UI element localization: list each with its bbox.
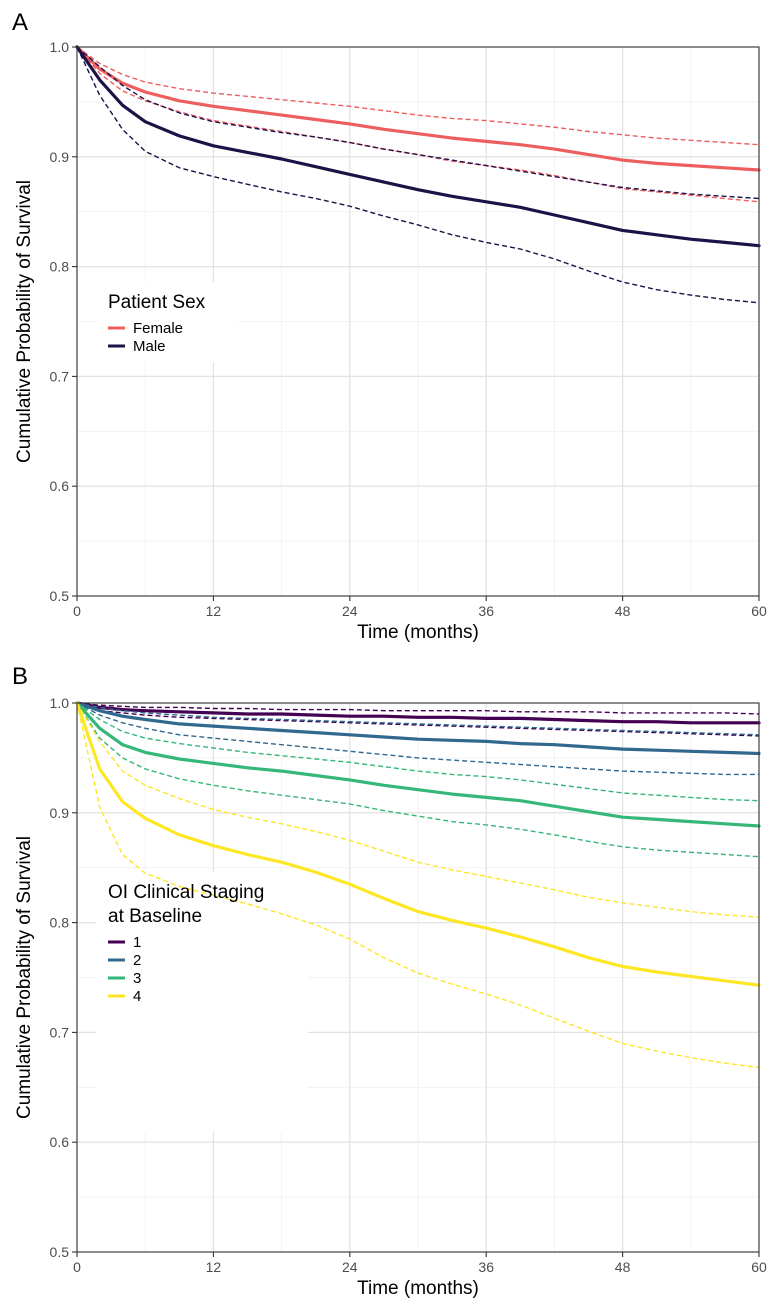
x-tick-label: 36 xyxy=(478,1259,494,1275)
axes: 0 12 24 36 48 60 0.5 0.6 0.7 0.8 0.9 1.0 xyxy=(50,39,767,619)
series-3-line xyxy=(75,701,761,828)
y-tick-label: 0.8 xyxy=(50,915,70,931)
series-male-ci-upper xyxy=(76,46,760,200)
x-tick-label: 48 xyxy=(615,603,631,619)
legend-title: Patient Sex xyxy=(108,292,206,313)
legend-title: OI Clinical Staging xyxy=(108,882,264,903)
y-tick-label: 0.7 xyxy=(50,1024,70,1040)
x-tick-label: 12 xyxy=(206,603,222,619)
x-axis-title: Time (months) xyxy=(357,622,479,643)
panel-label-b: B xyxy=(12,663,28,690)
legend-label-2: 2 xyxy=(133,952,141,969)
series-male-ci-lower xyxy=(76,46,760,304)
y-tick-label: 1.0 xyxy=(50,695,70,711)
legend-label-3: 3 xyxy=(133,970,141,987)
x-tick-label: 60 xyxy=(751,603,767,619)
series-lines xyxy=(75,45,761,304)
y-tick-label: 1.0 xyxy=(50,39,70,55)
series-3-ci-lower xyxy=(76,702,760,858)
x-tick-label: 60 xyxy=(751,1259,767,1275)
x-tick-label: 48 xyxy=(615,1259,631,1275)
y-axis-title: Cumulative Probability of Survival xyxy=(14,180,35,463)
y-tick-label: 0.5 xyxy=(50,588,70,604)
series-2-ci-lower xyxy=(76,702,759,776)
axes: 0 12 24 36 48 600.50.60.70.80.91.0 xyxy=(50,695,767,1275)
x-tick-label: 0 xyxy=(73,1259,81,1275)
y-tick-label: 0.7 xyxy=(50,368,70,384)
series-4-ci-lower xyxy=(76,702,760,1069)
series-4-ci-upper xyxy=(76,702,760,918)
legend-label-male: Male xyxy=(133,338,166,355)
series-2-ci-upper xyxy=(76,702,760,736)
panel-label-a: A xyxy=(12,9,28,36)
plot-frame xyxy=(76,702,760,1253)
y-tick-label: 0.9 xyxy=(50,149,70,165)
x-axis-title: Time (months) xyxy=(357,1278,479,1299)
y-tick-label: 0.8 xyxy=(50,259,70,275)
series-1-line xyxy=(75,701,761,725)
legend-label-1: 1 xyxy=(133,934,141,951)
series-female-line xyxy=(75,45,761,172)
legend-title: at Baseline xyxy=(108,906,202,927)
y-tick-label: 0.9 xyxy=(50,805,70,821)
plot-frame xyxy=(76,46,760,597)
series-male-line xyxy=(75,45,761,248)
legend-background xyxy=(96,282,238,362)
y-axis-title: Cumulative Probability of Survival xyxy=(14,836,35,1119)
x-tick-label: 36 xyxy=(478,603,494,619)
legend-label-4: 4 xyxy=(133,988,141,1005)
x-tick-label: 24 xyxy=(342,603,358,619)
x-tick-label: 0 xyxy=(73,603,81,619)
series-4-line xyxy=(75,701,761,987)
y-tick-label: 0.6 xyxy=(50,1134,70,1150)
x-tick-label: 24 xyxy=(342,1259,358,1275)
series-1-ci-lower xyxy=(76,702,760,737)
legend-label-female: Female xyxy=(133,320,183,337)
series-1-ci-upper xyxy=(76,702,760,715)
series-2-line xyxy=(75,701,761,756)
y-tick-label: 0.6 xyxy=(50,478,70,494)
y-tick-label: 0.5 xyxy=(50,1244,70,1260)
panel-a: A 0 12 24 36 48 60 0.5 0.6 0.7 0.8 0.9 1.0 Time (mont… xyxy=(12,9,767,643)
series-lines xyxy=(75,701,761,1069)
x-tick-label: 12 xyxy=(206,1259,222,1275)
legend-background xyxy=(96,872,308,1132)
